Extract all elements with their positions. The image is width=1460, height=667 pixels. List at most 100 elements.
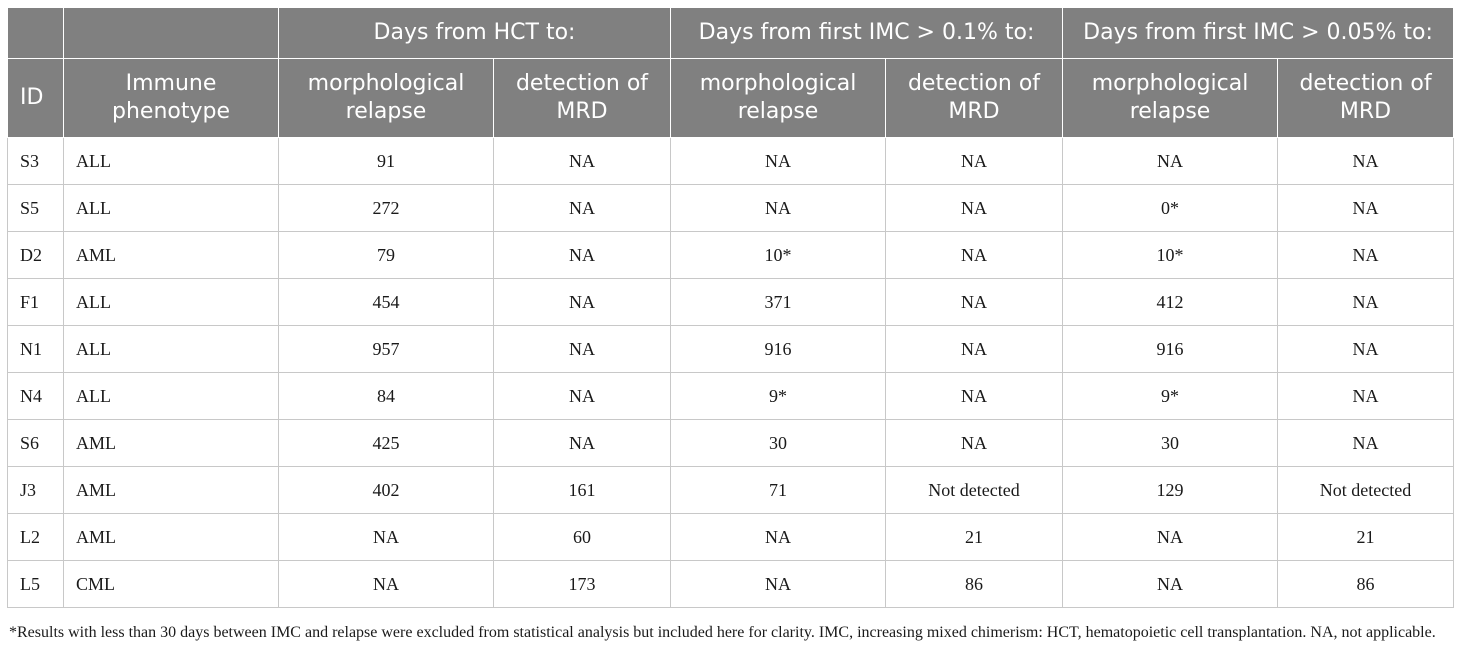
column-header-imc01-relapse: morphological relapse	[670, 58, 887, 138]
cell-value: 84	[278, 372, 494, 420]
cell-id: S6	[7, 419, 64, 467]
table-row: S3 ALL 91 NA NA NA NA NA	[7, 137, 1455, 185]
cell-value: 9*	[1062, 372, 1279, 420]
cell-value: 916	[670, 325, 887, 373]
cell-value: NA	[492, 231, 672, 279]
cell-value: 272	[278, 184, 494, 232]
cell-value: 916	[1062, 325, 1279, 373]
table-row: L5 CML NA 173 NA 86 NA 86	[7, 560, 1455, 608]
cell-value: NA	[885, 372, 1064, 420]
cell-phenotype: ALL	[63, 184, 279, 232]
cell-phenotype: ALL	[63, 278, 279, 326]
cell-value: NA	[1062, 137, 1279, 185]
table-row: S6 AML 425 NA 30 NA 30 NA	[7, 419, 1455, 467]
cell-value: NA	[492, 278, 672, 326]
cell-id: S5	[7, 184, 64, 232]
cell-phenotype: ALL	[63, 137, 279, 185]
cell-value: NA	[1277, 137, 1455, 185]
cell-value: 0*	[1062, 184, 1279, 232]
table-row: N1 ALL 957 NA 916 NA 916 NA	[7, 325, 1455, 373]
cell-value: NA	[1277, 231, 1455, 279]
cell-value: 161	[492, 466, 672, 514]
cell-value: NA	[492, 325, 672, 373]
cell-value: NA	[278, 513, 494, 561]
cell-value: NA	[1277, 325, 1455, 373]
table-footnote: *Results with less than 30 days between …	[9, 624, 1436, 641]
table-row: D2 AML 79 NA 10* NA 10* NA	[7, 231, 1455, 279]
cell-value: NA	[1062, 513, 1279, 561]
cell-value: Not detected	[1277, 466, 1455, 514]
cell-value: 9*	[670, 372, 887, 420]
table-row: L2 AML NA 60 NA 21 NA 21	[7, 513, 1455, 561]
cell-value: NA	[492, 137, 672, 185]
group-header-hct: Days from HCT to:	[277, 7, 672, 59]
cell-value: 30	[1062, 419, 1279, 467]
data-table-container: Days from HCT to: Days from first IMC > …	[7, 7, 1455, 644]
cell-value: NA	[278, 560, 494, 608]
cell-phenotype: ALL	[63, 325, 279, 373]
cell-value: NA	[885, 231, 1064, 279]
cell-value: 21	[885, 513, 1064, 561]
cell-value: 129	[1062, 466, 1279, 514]
header-blank-phenotype	[63, 7, 279, 59]
cell-value: NA	[885, 419, 1064, 467]
cell-value: NA	[1277, 278, 1455, 326]
cell-value: NA	[492, 419, 672, 467]
column-header-phenotype: Immune phenotype	[63, 58, 279, 138]
cell-phenotype: AML	[63, 513, 279, 561]
cell-value: 86	[1277, 560, 1455, 608]
column-header-hct-relapse: morphological relapse	[278, 58, 494, 138]
cell-value: Not detected	[885, 466, 1064, 514]
cell-phenotype: CML	[63, 560, 279, 608]
cell-id: D2	[7, 231, 64, 279]
cell-value: 86	[885, 560, 1064, 608]
cell-value: NA	[492, 184, 672, 232]
header-blank-id	[7, 7, 64, 59]
cell-id: L2	[7, 513, 64, 561]
cell-value: 425	[278, 419, 494, 467]
cell-value: 402	[278, 466, 494, 514]
cell-value: 10*	[1062, 231, 1279, 279]
table-row: J3 AML 402 161 71 Not detected 129 Not detected	[7, 466, 1455, 514]
cell-value: 91	[278, 137, 494, 185]
cell-value: NA	[670, 560, 887, 608]
cell-value: 10*	[670, 231, 887, 279]
table-body: S3 ALL 91 NA NA NA NA NA S5 ALL 272 NA NA NA 0* NA D2 AML…	[7, 137, 1455, 608]
column-header-imc005-relapse: morphological relapse	[1062, 58, 1279, 138]
group-header-imc-005: Days from first IMC > 0.05% to:	[1062, 7, 1455, 59]
cell-value: NA	[885, 137, 1064, 185]
column-header-id: ID	[7, 58, 64, 138]
cell-value: NA	[670, 137, 887, 185]
cell-value: 79	[278, 231, 494, 279]
results-table: Days from HCT to: Days from first IMC > …	[7, 7, 1455, 608]
cell-value: 71	[670, 466, 887, 514]
cell-id: N1	[7, 325, 64, 373]
table-row: F1 ALL 454 NA 371 NA 412 NA	[7, 278, 1455, 326]
cell-value: NA	[670, 184, 887, 232]
cell-value: 412	[1062, 278, 1279, 326]
cell-value: 30	[670, 419, 887, 467]
group-header-row: Days from HCT to: Days from first IMC > …	[7, 7, 1455, 59]
cell-value: NA	[1062, 560, 1279, 608]
cell-id: F1	[7, 278, 64, 326]
cell-id: N4	[7, 372, 64, 420]
column-header-imc005-mrd: detection of MRD	[1277, 58, 1455, 138]
cell-value: NA	[670, 513, 887, 561]
cell-value: 21	[1277, 513, 1455, 561]
cell-value: NA	[885, 184, 1064, 232]
cell-phenotype: AML	[63, 231, 279, 279]
table-row: S5 ALL 272 NA NA NA 0* NA	[7, 184, 1455, 232]
cell-phenotype: AML	[63, 419, 279, 467]
cell-value: 60	[492, 513, 672, 561]
cell-value: 957	[278, 325, 494, 373]
cell-phenotype: ALL	[63, 372, 279, 420]
cell-value: NA	[1277, 184, 1455, 232]
cell-value: NA	[492, 372, 672, 420]
cell-id: J3	[7, 466, 64, 514]
cell-phenotype: AML	[63, 466, 279, 514]
cell-value: 173	[492, 560, 672, 608]
cell-value: NA	[885, 325, 1064, 373]
column-header-imc01-mrd: detection of MRD	[885, 58, 1064, 138]
cell-value: NA	[885, 278, 1064, 326]
cell-value: 371	[670, 278, 887, 326]
